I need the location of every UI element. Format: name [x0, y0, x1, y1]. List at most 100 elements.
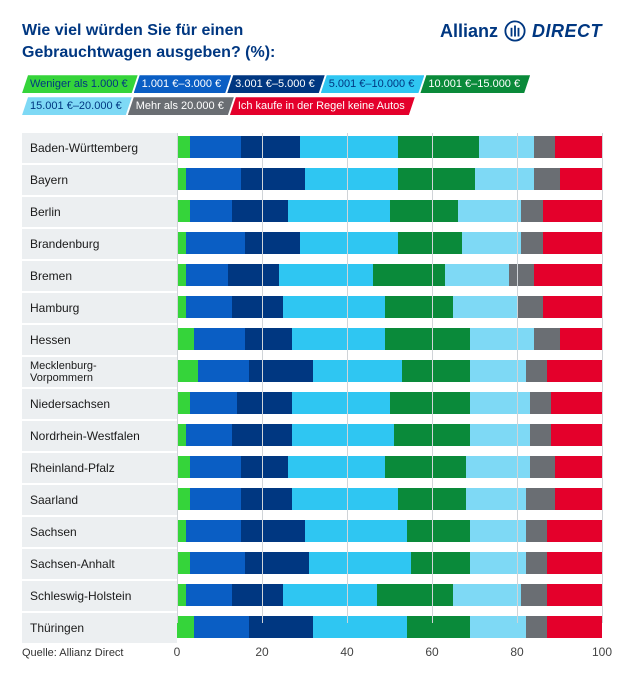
bar-segment [177, 392, 190, 414]
bar-segment [475, 168, 535, 190]
chart-title: Wie viel würden Sie für einen Gebrauchtw… [22, 20, 322, 63]
bar-segment [458, 200, 522, 222]
bar-segment [560, 328, 603, 350]
legend-item: Weniger als 1.000 € [22, 75, 138, 93]
bar-segment [186, 296, 233, 318]
bar-row-wrap [177, 165, 602, 195]
bar-segment [385, 296, 453, 318]
stacked-bar [177, 360, 602, 382]
bar-segment [526, 616, 547, 638]
x-axis: 020406080100 [177, 645, 602, 663]
bar-segment [177, 456, 190, 478]
axis-tick: 20 [255, 645, 268, 659]
bar-segment [470, 360, 525, 382]
legend-item: 15.001 €–20.000 € [22, 97, 132, 115]
stacked-bar [177, 232, 602, 254]
bar-segment [249, 616, 313, 638]
stacked-bar [177, 200, 602, 222]
bar-row-wrap [177, 613, 602, 643]
bar-segment [385, 328, 470, 350]
state-label: Nordrhein-Westfalen [22, 421, 177, 451]
stacked-bar [177, 456, 602, 478]
state-label: Thüringen [22, 613, 177, 643]
bar-segment [377, 584, 454, 606]
stacked-bar [177, 392, 602, 414]
bar-segment [547, 520, 602, 542]
bar-segment [470, 616, 525, 638]
bar-row-wrap [177, 421, 602, 451]
bar-segment [232, 200, 287, 222]
bar-segment [177, 360, 198, 382]
bar-segment [402, 360, 470, 382]
bar-segment [470, 328, 534, 350]
bar-segment [177, 552, 190, 574]
bar-segment [313, 616, 407, 638]
bar-segment [470, 424, 530, 446]
bar-segment [190, 136, 241, 158]
bar-segment [177, 520, 186, 542]
bar-segment [534, 168, 560, 190]
axis-tick: 60 [425, 645, 438, 659]
state-label: Sachsen-Anhalt [22, 549, 177, 579]
bar-segment [398, 488, 466, 510]
bar-segment [551, 424, 602, 446]
bar-segment [453, 296, 517, 318]
bar-segment [560, 168, 603, 190]
state-label: Schleswig-Holstein [22, 581, 177, 611]
stacked-bar [177, 296, 602, 318]
bar-segment [547, 584, 602, 606]
bar-segment [177, 136, 190, 158]
bar-segment [177, 488, 190, 510]
bar-segment [292, 424, 394, 446]
bar-segment [526, 488, 556, 510]
bar-segment [177, 168, 186, 190]
bar-segment [190, 200, 233, 222]
bar-segment [547, 552, 602, 574]
stacked-bar [177, 520, 602, 542]
stacked-bar [177, 136, 602, 158]
stacked-bar [177, 552, 602, 574]
bar-segment [249, 360, 313, 382]
bar-segment [186, 168, 241, 190]
bar-segment [521, 200, 542, 222]
bar-segment [517, 296, 543, 318]
state-label: Rheinland-Pfalz [22, 453, 177, 483]
bar-segment [245, 328, 292, 350]
bar-segment [186, 584, 233, 606]
bar-segment [526, 520, 547, 542]
bar-segment [407, 616, 471, 638]
state-label: Brandenburg [22, 229, 177, 259]
bar-segment [292, 488, 398, 510]
bar-segment [292, 392, 390, 414]
brand-name-1: Allianz [440, 21, 498, 42]
bar-segment [186, 232, 246, 254]
bar-segment [555, 456, 602, 478]
bar-segment [466, 488, 526, 510]
legend-item: 10.001 €–15.000 € [420, 75, 530, 93]
bar-segment [534, 328, 560, 350]
bar-segment [177, 296, 186, 318]
bar-segment [509, 264, 535, 286]
bar-segment [521, 232, 542, 254]
stacked-bar [177, 616, 602, 638]
bar-row-wrap [177, 357, 602, 387]
bar-segment [232, 296, 283, 318]
bar-segment [390, 392, 471, 414]
allianz-icon [504, 20, 526, 42]
bar-segment [177, 232, 186, 254]
bar-segment [521, 584, 547, 606]
bar-row-wrap [177, 261, 602, 291]
bar-segment [228, 264, 279, 286]
axis-tick: 100 [592, 645, 612, 659]
bar-segment [177, 200, 190, 222]
legend-item: Mehr als 20.000 € [128, 97, 234, 115]
bar-row-wrap [177, 581, 602, 611]
bar-segment [547, 616, 602, 638]
state-label: Niedersachsen [22, 389, 177, 419]
state-label: Hamburg [22, 293, 177, 323]
bar-segment [534, 136, 555, 158]
bar-segment [530, 456, 556, 478]
bar-segment [194, 328, 245, 350]
bar-segment [373, 264, 445, 286]
source-text: Quelle: Allianz Direct [22, 647, 177, 659]
